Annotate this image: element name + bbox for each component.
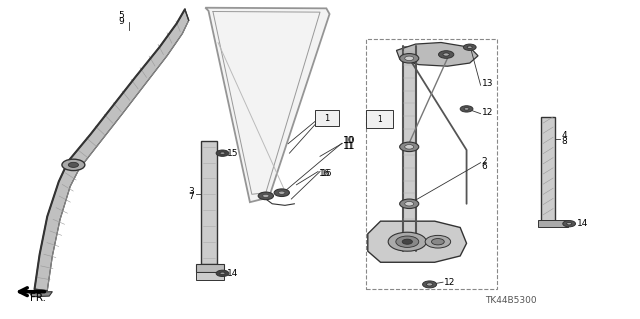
Circle shape — [62, 159, 85, 171]
Text: 10: 10 — [344, 136, 355, 145]
Circle shape — [399, 199, 419, 209]
Circle shape — [274, 189, 289, 197]
Text: 6: 6 — [482, 162, 488, 171]
Text: 4: 4 — [561, 131, 567, 140]
Bar — [315, 110, 339, 126]
Polygon shape — [403, 46, 415, 251]
Circle shape — [258, 192, 273, 200]
Text: 5: 5 — [118, 11, 124, 20]
Circle shape — [404, 56, 413, 61]
Circle shape — [404, 145, 413, 149]
Circle shape — [460, 106, 473, 112]
Text: 15: 15 — [227, 149, 239, 158]
Text: 14: 14 — [227, 269, 238, 278]
Text: 9: 9 — [118, 17, 124, 26]
Polygon shape — [29, 292, 52, 297]
Text: 16: 16 — [321, 169, 333, 178]
Text: 1: 1 — [324, 114, 330, 123]
Circle shape — [220, 272, 225, 275]
Text: 8: 8 — [561, 137, 567, 146]
Text: 7: 7 — [189, 192, 195, 201]
Circle shape — [443, 53, 449, 56]
Bar — [366, 39, 497, 289]
Circle shape — [563, 220, 575, 227]
Circle shape — [402, 239, 412, 244]
Circle shape — [262, 194, 269, 197]
Text: 3: 3 — [189, 187, 195, 196]
Circle shape — [396, 236, 419, 248]
Text: 14: 14 — [577, 219, 589, 228]
Text: 10: 10 — [343, 136, 355, 145]
Circle shape — [216, 270, 229, 277]
Polygon shape — [35, 161, 79, 291]
Circle shape — [216, 150, 229, 156]
Polygon shape — [396, 42, 478, 66]
Circle shape — [68, 162, 79, 167]
Polygon shape — [205, 8, 330, 202]
Circle shape — [422, 281, 436, 288]
Text: 13: 13 — [482, 79, 493, 88]
Circle shape — [464, 108, 469, 110]
Circle shape — [399, 54, 419, 63]
Polygon shape — [196, 264, 224, 272]
Circle shape — [404, 202, 413, 206]
Text: 1: 1 — [377, 115, 381, 123]
Circle shape — [425, 235, 451, 248]
Bar — [366, 110, 393, 128]
Polygon shape — [538, 219, 568, 227]
Circle shape — [278, 191, 285, 194]
Text: 12: 12 — [444, 278, 456, 287]
Circle shape — [399, 142, 419, 152]
Polygon shape — [201, 141, 218, 264]
Circle shape — [566, 222, 572, 225]
Circle shape — [388, 232, 426, 251]
Circle shape — [220, 152, 225, 154]
Text: 16: 16 — [319, 169, 331, 178]
Text: 2: 2 — [482, 157, 488, 166]
Text: 11: 11 — [344, 142, 355, 151]
Circle shape — [426, 283, 433, 286]
Polygon shape — [196, 272, 224, 280]
Text: FR.: FR. — [30, 293, 46, 303]
Circle shape — [438, 51, 454, 58]
Circle shape — [431, 239, 444, 245]
Text: TK44B5300: TK44B5300 — [485, 296, 537, 305]
Polygon shape — [368, 221, 467, 262]
Text: 11: 11 — [343, 142, 355, 151]
Polygon shape — [541, 117, 555, 221]
Circle shape — [467, 46, 472, 48]
Circle shape — [463, 44, 476, 50]
Text: 12: 12 — [482, 108, 493, 117]
Polygon shape — [68, 9, 189, 169]
